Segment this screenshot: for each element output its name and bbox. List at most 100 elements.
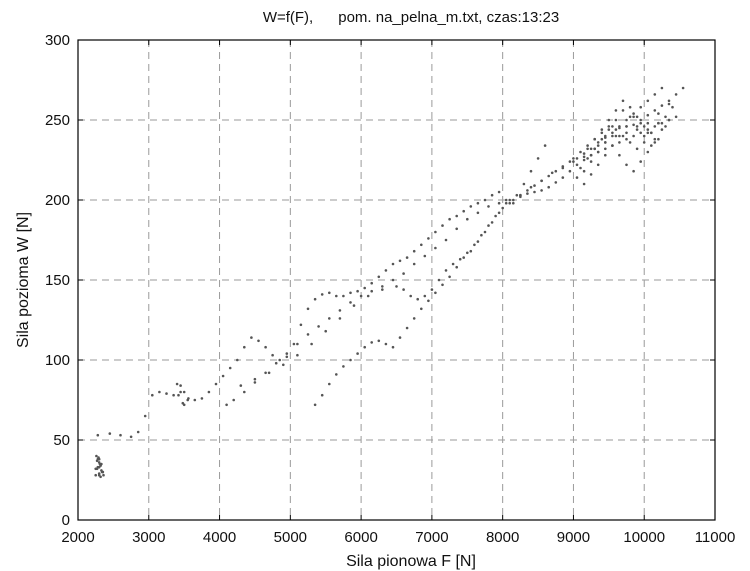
- data-point: [487, 205, 490, 208]
- data-point: [267, 371, 271, 375]
- data-point: [420, 243, 423, 247]
- data-point: [490, 193, 494, 197]
- data-point: [674, 93, 678, 96]
- data-point: [674, 115, 678, 119]
- data-point: [543, 144, 547, 147]
- data-point: [611, 131, 614, 135]
- data-point: [632, 123, 635, 127]
- data-point: [646, 150, 650, 154]
- data-point: [611, 134, 614, 138]
- data-point: [596, 141, 600, 144]
- data-point: [568, 169, 572, 173]
- data-point: [200, 397, 204, 400]
- data-point: [285, 352, 289, 355]
- data-point: [480, 233, 483, 237]
- data-point: [412, 317, 416, 320]
- data-point: [632, 112, 635, 115]
- data-point: [508, 201, 512, 205]
- data-point: [657, 112, 660, 115]
- data-point: [572, 160, 575, 163]
- data-point: [409, 294, 413, 298]
- data-point: [469, 205, 473, 208]
- data-point: [625, 137, 628, 141]
- data-point: [575, 163, 579, 167]
- data-point: [646, 121, 650, 125]
- data-point: [412, 262, 416, 266]
- data-point: [596, 150, 600, 154]
- data-point: [179, 384, 182, 387]
- data-point: [427, 237, 430, 240]
- data-point: [653, 109, 657, 112]
- data-point: [487, 224, 490, 227]
- data-point: [296, 353, 299, 357]
- data-point: [540, 179, 543, 183]
- data-point: [271, 353, 274, 357]
- data-point: [653, 93, 657, 96]
- data-point: [572, 157, 575, 160]
- data-point: [278, 358, 282, 362]
- data-point: [593, 137, 596, 141]
- x-tick-label: 7000: [415, 529, 448, 546]
- data-point: [660, 86, 664, 90]
- data-point: [292, 342, 296, 346]
- data-point: [632, 169, 635, 173]
- data-point: [660, 104, 664, 107]
- data-point: [328, 291, 331, 295]
- data-point: [257, 339, 260, 343]
- data-point: [264, 345, 267, 349]
- data-point: [451, 262, 455, 266]
- data-point: [455, 214, 459, 218]
- data-point: [405, 326, 409, 330]
- data-point: [657, 137, 660, 141]
- data-point: [352, 304, 356, 307]
- data-point: [618, 141, 621, 144]
- data-point: [621, 109, 625, 112]
- data-point: [628, 115, 632, 119]
- data-point: [444, 269, 448, 272]
- data-point: [136, 430, 140, 434]
- data-point: [639, 105, 642, 109]
- data-point: [381, 285, 384, 288]
- data-point: [635, 128, 639, 131]
- data-point: [158, 390, 161, 394]
- data-point: [214, 382, 218, 386]
- x-tick-label: 5000: [274, 529, 307, 546]
- data-point: [653, 125, 657, 128]
- data-point: [586, 144, 589, 147]
- data-point: [618, 153, 621, 157]
- data-point: [490, 221, 494, 224]
- data-point: [625, 125, 628, 128]
- data-point: [604, 153, 607, 157]
- x-tick-labels: 2000 3000 4000 5000 6000 7000 8000 9000 10000 110…: [61, 529, 735, 546]
- data-point: [657, 121, 660, 125]
- data-point: [639, 121, 642, 125]
- data-point: [172, 393, 175, 397]
- data-point: [635, 115, 639, 119]
- data-point: [483, 230, 487, 234]
- data-point: [320, 293, 324, 296]
- data-point: [582, 158, 586, 162]
- data-point: [462, 209, 466, 213]
- y-tick-label: 200: [45, 192, 70, 209]
- data-point: [165, 392, 168, 395]
- data-point: [628, 141, 632, 144]
- data-point: [664, 115, 667, 119]
- data-point: [96, 457, 100, 461]
- data-point: [522, 182, 526, 186]
- data-point: [441, 224, 444, 227]
- data-point: [604, 134, 607, 138]
- data-point: [274, 361, 278, 365]
- data-point: [253, 377, 257, 381]
- data-point: [504, 198, 508, 202]
- data-point: [497, 190, 501, 194]
- data-point: [607, 128, 611, 131]
- y-tick-label: 0: [62, 512, 70, 529]
- data-point: [582, 152, 586, 155]
- x-tick-label: 4000: [203, 529, 236, 546]
- data-point: [285, 355, 289, 359]
- data-point: [529, 169, 533, 173]
- data-point: [625, 163, 628, 167]
- y-tick-label: 250: [45, 112, 70, 129]
- series-3: [239, 144, 547, 387]
- series-4: [572, 86, 674, 186]
